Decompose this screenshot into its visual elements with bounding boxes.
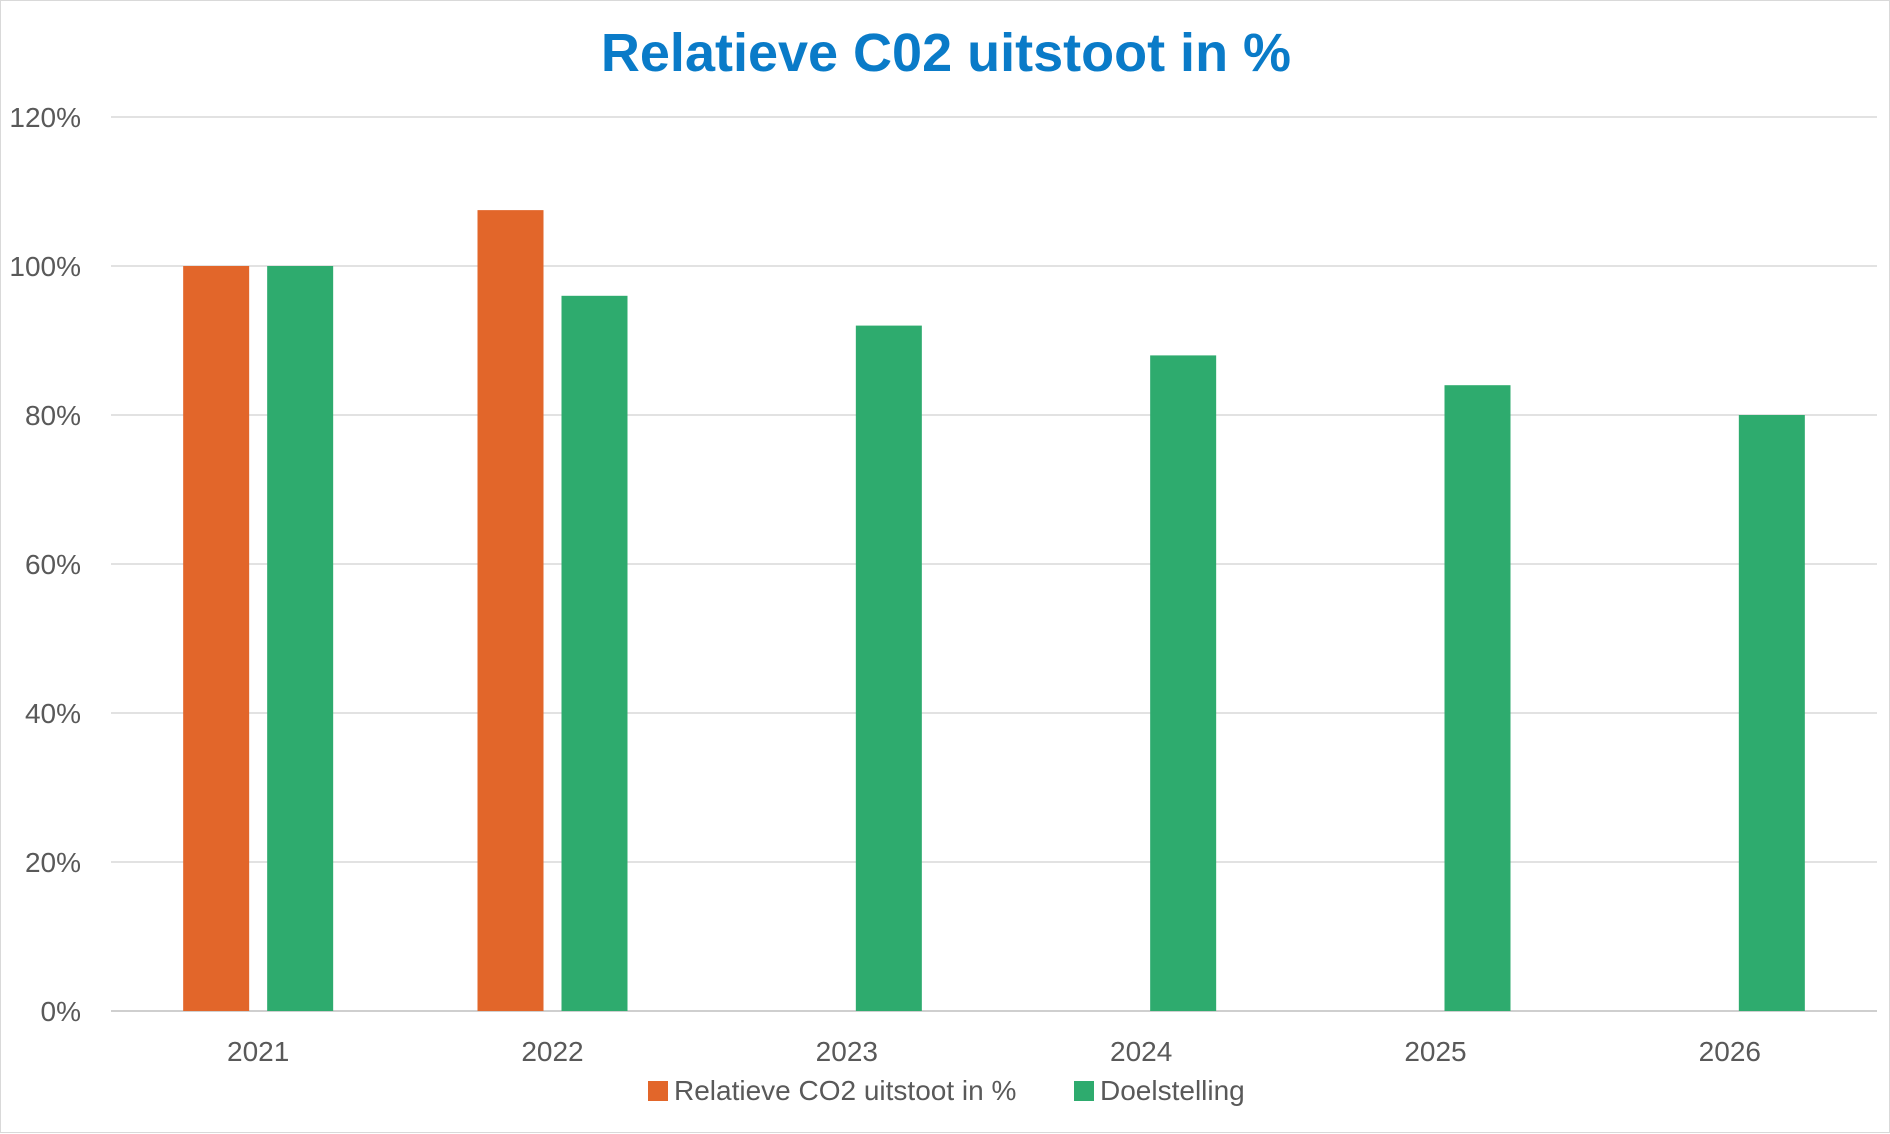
y-axis-ticks: 0% 20% 40% 60% 80% 100% 120%: [9, 102, 81, 1027]
y-tick-label: 60%: [25, 549, 81, 580]
bar-doelstelling-2023: [855, 325, 922, 1012]
bar-doelstelling-2022: [561, 295, 628, 1011]
y-tick-label: 100%: [9, 251, 81, 282]
y-tick-label: 120%: [9, 102, 81, 133]
chart-title: Relatieve C02 uitstoot in %: [601, 23, 1291, 83]
x-tick-label: 2022: [521, 1036, 583, 1067]
y-tick-label: 20%: [25, 847, 81, 878]
bar-doelstelling-2025: [1444, 385, 1511, 1011]
x-tick-label: 2025: [1404, 1036, 1466, 1067]
legend-swatch: [1074, 1081, 1094, 1101]
legend: Relatieve CO2 uitstoot in % Doelstelling: [648, 1075, 1245, 1106]
x-tick-label: 2026: [1699, 1036, 1761, 1067]
bar-relatieve-co2-2021: [183, 266, 250, 1011]
gridlines: [111, 116, 1877, 1012]
y-tick-label: 0%: [41, 996, 81, 1027]
legend-swatch: [648, 1081, 668, 1101]
bars: [183, 210, 1805, 1012]
x-tick-label: 2023: [816, 1036, 878, 1067]
x-tick-label: 2024: [1110, 1036, 1172, 1067]
bar-doelstelling-2026: [1738, 415, 1805, 1011]
y-tick-label: 40%: [25, 698, 81, 729]
bar-doelstelling-2024: [1150, 355, 1217, 1011]
y-tick-label: 80%: [25, 400, 81, 431]
x-tick-label: 2021: [227, 1036, 289, 1067]
bar-relatieve-co2-2022: [477, 210, 544, 1011]
legend-label: Relatieve CO2 uitstoot in %: [674, 1075, 1016, 1106]
bar-doelstelling-2021: [267, 266, 334, 1011]
legend-label: Doelstelling: [1100, 1075, 1245, 1106]
x-axis-ticks: 2021 2022 2023 2024 2025 2026: [227, 1036, 1761, 1067]
